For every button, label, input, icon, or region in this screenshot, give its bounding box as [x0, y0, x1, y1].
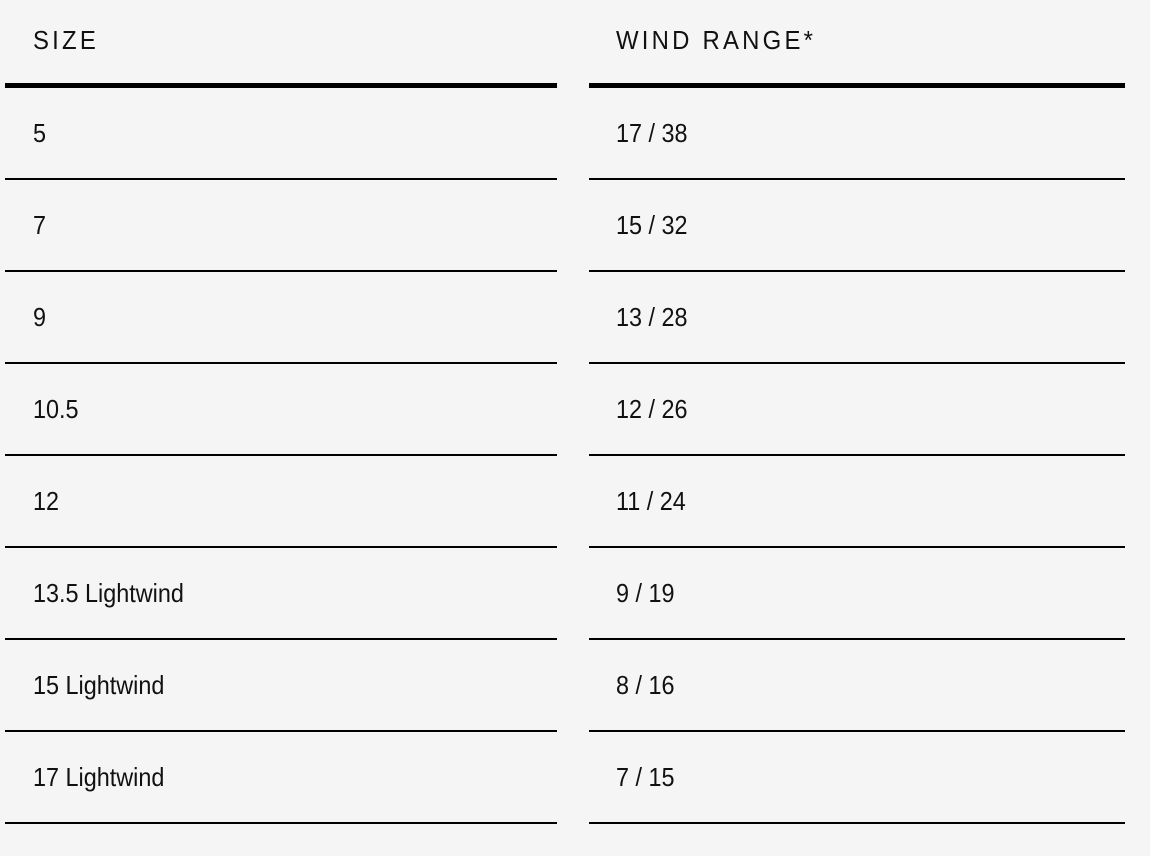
table-row: 7: [5, 180, 557, 272]
table-row: 15 / 32: [589, 180, 1125, 272]
wind-range-cell: 9 / 19: [616, 578, 675, 608]
size-cell: 17 Lightwind: [33, 762, 165, 792]
wind-range-header: WIND RANGE*: [589, 0, 1125, 88]
table-row: 11 / 24: [589, 456, 1125, 548]
table-row: 12: [5, 456, 557, 548]
size-cell: 13.5 Lightwind: [33, 578, 184, 608]
table-row: 5: [5, 88, 557, 180]
wind-range-cell: 8 / 16: [616, 670, 675, 700]
wind-range-cell: 12 / 26: [616, 394, 688, 424]
table-row: 13.5 Lightwind: [5, 548, 557, 640]
table-row: 10.5: [5, 364, 557, 456]
size-cell: 15 Lightwind: [33, 670, 165, 700]
size-cell: 9: [33, 302, 47, 332]
table-row: 17 Lightwind: [5, 732, 557, 824]
wind-range-cell: 7 / 15: [616, 762, 675, 792]
table-row: 7 / 15: [589, 732, 1125, 824]
size-cell: 7: [33, 210, 47, 240]
size-cell: 12: [33, 486, 60, 516]
wind-range-cell: 15 / 32: [616, 210, 688, 240]
size-cell: 10.5: [33, 394, 79, 424]
table-row: 17 / 38: [589, 88, 1125, 180]
size-header: SIZE: [5, 0, 557, 88]
wind-range-cell: 11 / 24: [616, 486, 686, 516]
wind-range-cell: 13 / 28: [616, 302, 688, 332]
table-row: 13 / 28: [589, 272, 1125, 364]
table-row: 9: [5, 272, 557, 364]
table-row: 9 / 19: [589, 548, 1125, 640]
size-header-label: SIZE: [33, 25, 100, 55]
table-row: 15 Lightwind: [5, 640, 557, 732]
size-cell: 5: [33, 118, 47, 148]
wind-range-cell: 17 / 38: [616, 118, 688, 148]
wind-range-column: WIND RANGE* 17 / 38 15 / 32 13 / 28 12 /…: [589, 0, 1125, 824]
wind-range-header-label: WIND RANGE*: [616, 25, 817, 55]
table-row: 8 / 16: [589, 640, 1125, 732]
table-row: 12 / 26: [589, 364, 1125, 456]
size-column: SIZE 5 7 9 10.5 12 13.5 Lightwind 15 Lig…: [5, 0, 557, 824]
